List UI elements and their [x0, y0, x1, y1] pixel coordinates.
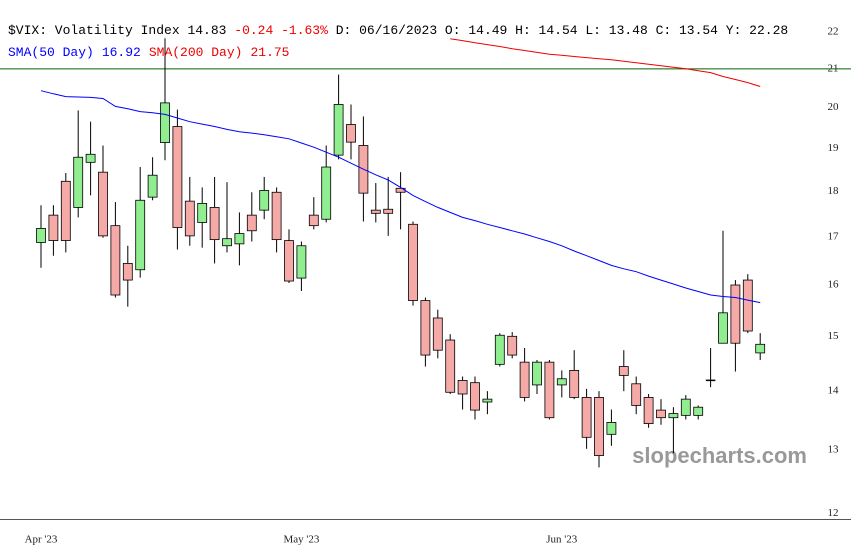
candle-body	[60, 180, 71, 241]
candle-body	[383, 208, 394, 214]
candle-body	[197, 202, 208, 223]
candle-body	[370, 209, 381, 214]
candle-body	[755, 343, 766, 354]
candle-body	[631, 383, 642, 406]
x-tick-label: Apr '23	[25, 534, 58, 546]
candle-body	[172, 126, 183, 228]
legend: SMA(50 Day) 16.92 SMA(200 Day) 21.75	[8, 45, 289, 60]
title: $VIX: Volatility Index	[8, 23, 180, 38]
candle-body	[284, 240, 294, 282]
candle-body	[135, 199, 146, 271]
legend-name: SMA(200 Day)	[149, 45, 243, 60]
candle-body	[594, 397, 604, 456]
candle-body	[110, 225, 121, 296]
candle-body	[656, 409, 666, 419]
candle-body	[705, 379, 716, 382]
candle-body	[420, 300, 431, 356]
candle-body	[122, 263, 133, 281]
candle-body	[85, 153, 96, 163]
sma-line	[450, 38, 761, 87]
candle-body	[507, 335, 518, 356]
candle-body	[680, 398, 691, 416]
candle-body	[718, 312, 728, 344]
candle-body	[222, 238, 232, 247]
candle-body	[36, 228, 46, 243]
candle-body	[494, 334, 505, 365]
candle-body	[234, 233, 245, 245]
x-tick-label: May '23	[283, 534, 319, 546]
candle-body	[742, 279, 753, 332]
y-tick-label: 14	[828, 385, 840, 397]
change: -0.24 -1.63%	[234, 23, 328, 38]
candle-body	[693, 406, 704, 416]
y-tick-label: 20	[828, 101, 840, 113]
header-background	[6, 23, 791, 39]
y-tick-label: 16	[828, 279, 840, 291]
candle-body	[259, 190, 270, 211]
candle-body	[296, 245, 307, 279]
candle-body	[346, 124, 356, 143]
candle-body	[432, 317, 443, 351]
y-tick-label: 18	[828, 185, 840, 197]
candle-body	[147, 174, 158, 198]
header: $VIX: Volatility Index 14.83 -0.24 -1.63…	[8, 23, 788, 38]
candle-body	[544, 361, 555, 419]
legend-value: 21.75	[250, 45, 289, 60]
candle-body	[730, 284, 741, 344]
candle-body	[618, 366, 629, 376]
candle-body	[184, 200, 195, 237]
y-tick-label: 15	[828, 330, 840, 342]
y-tick-label: 12	[828, 507, 839, 519]
candle-body	[482, 398, 493, 403]
candle-body	[606, 422, 617, 435]
y-tick-label: 22	[828, 25, 839, 37]
y-tick-label: 13	[828, 444, 840, 456]
y-tick-label: 19	[828, 142, 840, 154]
legend-name: SMA(50 Day)	[8, 45, 94, 60]
watermark: slopecharts.com	[632, 443, 807, 468]
candle-body	[556, 378, 567, 386]
candle-body	[569, 370, 580, 398]
y-tick-label: 17	[828, 230, 840, 242]
candle-body	[160, 102, 170, 143]
candle-body	[48, 214, 59, 241]
candle-body	[408, 223, 418, 301]
candle-body	[321, 166, 332, 220]
candle-body	[445, 339, 456, 393]
legend-value: 16.92	[102, 45, 141, 60]
sma-line	[40, 90, 761, 304]
candle-body	[209, 207, 220, 241]
candle-body	[519, 361, 530, 398]
candle-body	[457, 380, 468, 395]
candle-body	[532, 361, 542, 386]
candle-body	[668, 413, 679, 419]
candle-body	[308, 214, 319, 227]
x-tick-label: Jun '23	[546, 534, 578, 546]
candle-body	[98, 171, 108, 237]
quote: 14.83	[187, 23, 226, 38]
candle-body	[73, 156, 84, 208]
candle-body	[271, 191, 282, 241]
candle-body	[246, 214, 257, 232]
ohlc: D: 06/16/2023 O: 14.49 H: 14.54 L: 13.48…	[336, 23, 788, 38]
candle-body	[333, 104, 344, 156]
candle-body	[581, 397, 592, 438]
candle-body	[470, 382, 480, 411]
candle-body	[643, 397, 654, 424]
